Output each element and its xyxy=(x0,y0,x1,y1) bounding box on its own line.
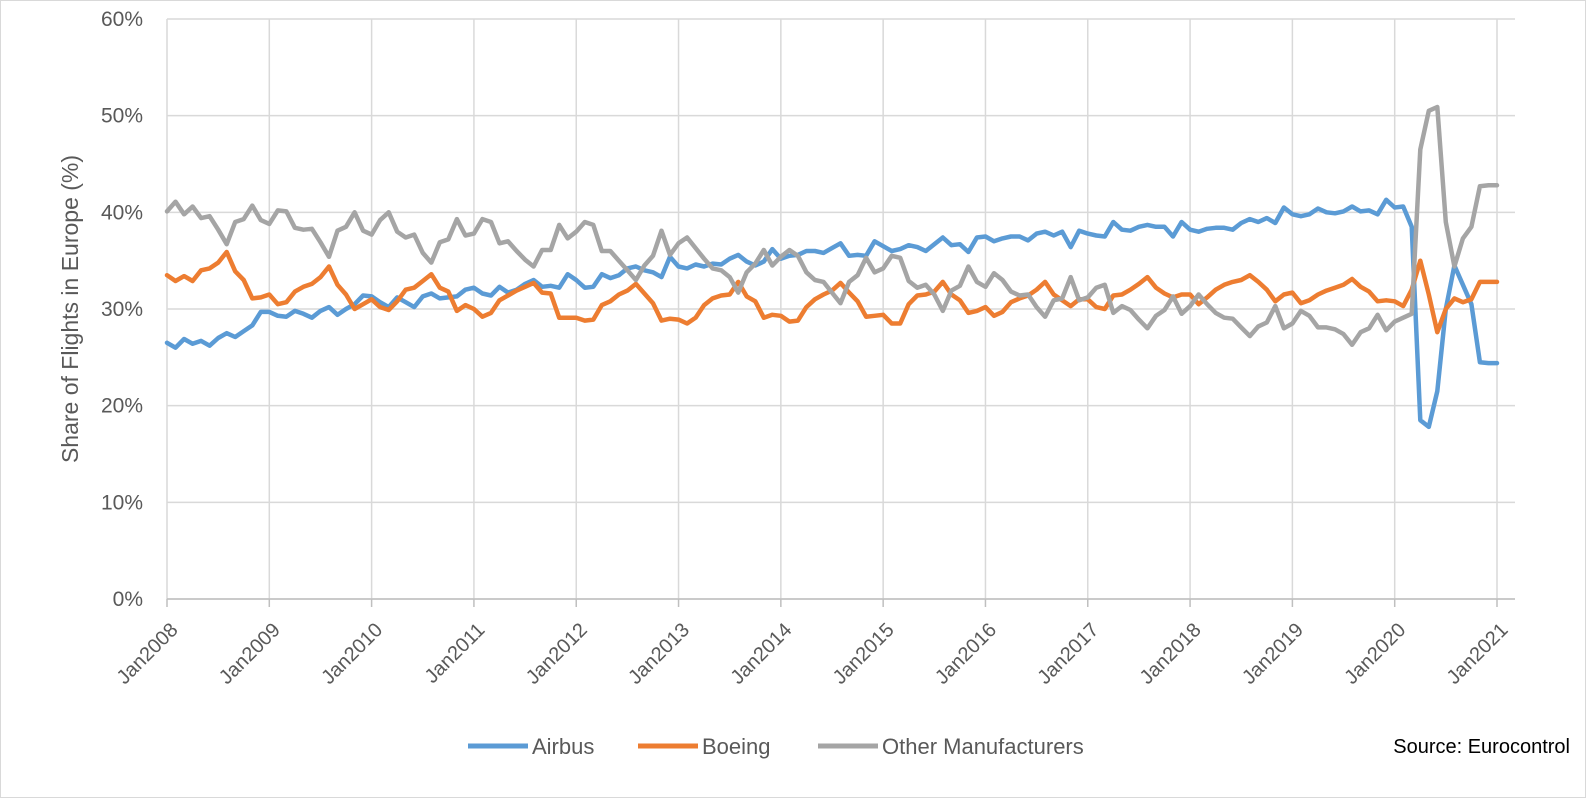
x-tick-label: Jan2012 xyxy=(522,619,592,689)
series-line-other-manufacturers xyxy=(164,104,1500,348)
y-tick-label: 20% xyxy=(101,395,143,418)
y-tick-label: 50% xyxy=(101,105,143,128)
x-tick-label: Jan2009 xyxy=(215,619,285,689)
x-tick-label: Jan2008 xyxy=(113,619,183,689)
y-tick-label: 10% xyxy=(101,491,143,514)
legend-label: Boeing xyxy=(702,734,771,759)
x-tick-label: Jan2018 xyxy=(1136,619,1206,689)
x-tick-label: Jan2021 xyxy=(1443,619,1513,689)
legend-label: Airbus xyxy=(532,734,594,759)
legend-label: Other Manufacturers xyxy=(882,734,1084,759)
x-tick-label: Jan2013 xyxy=(624,619,694,689)
x-tick-label: Jan2017 xyxy=(1033,619,1103,689)
x-tick-label: Jan2016 xyxy=(931,619,1001,689)
x-tick-label: Jan2010 xyxy=(317,619,387,689)
x-tick-label: Jan2011 xyxy=(421,619,490,688)
x-tick-label: Jan2014 xyxy=(727,619,797,689)
y-tick-label: 30% xyxy=(101,298,143,321)
x-tick-label: Jan2020 xyxy=(1340,619,1410,689)
x-tick-label: Jan2019 xyxy=(1238,619,1308,689)
y-tick-label: 60% xyxy=(101,8,143,31)
source-note: Source: Eurocontrol xyxy=(1393,736,1570,758)
y-axis-title: Share of Flights in Europe (%) xyxy=(57,155,83,463)
x-tick-label: Jan2015 xyxy=(829,619,899,689)
y-tick-label: 0% xyxy=(113,588,143,611)
y-tick-label: 40% xyxy=(101,201,143,224)
